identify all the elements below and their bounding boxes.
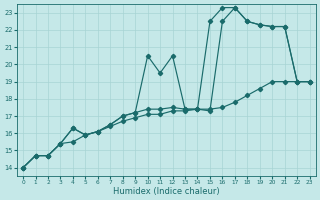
X-axis label: Humidex (Indice chaleur): Humidex (Indice chaleur) — [113, 187, 220, 196]
